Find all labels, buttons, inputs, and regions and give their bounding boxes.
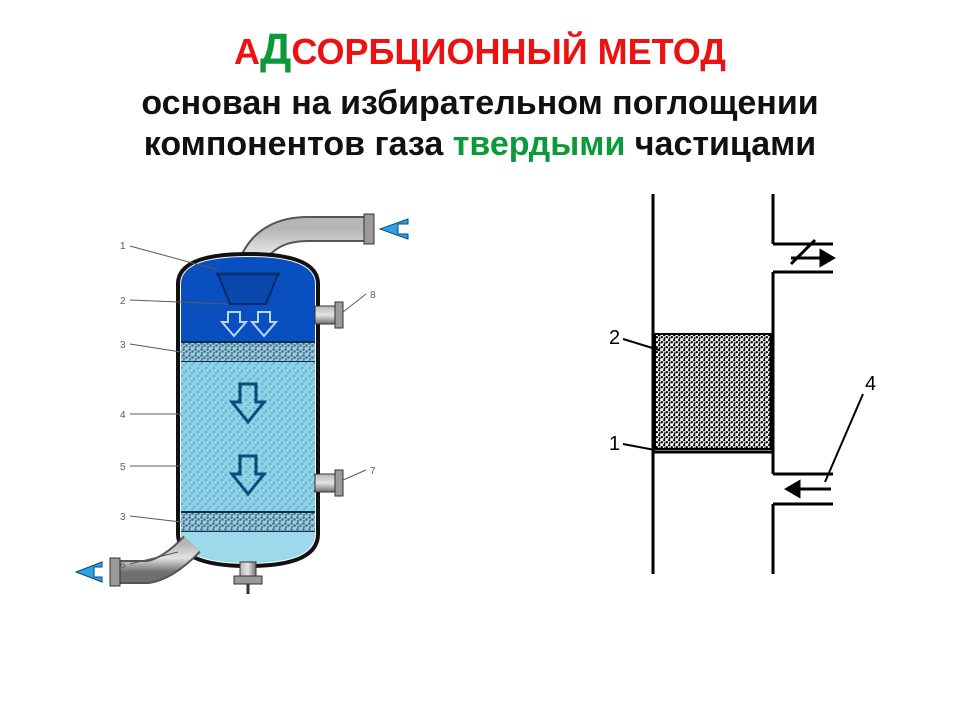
figure-2: 1 2 4 <box>563 174 893 614</box>
title-l3c: частицами <box>625 125 816 163</box>
callout-2: 2 <box>120 296 126 307</box>
side-nozzle-7 <box>315 470 343 496</box>
callout-8: 8 <box>370 290 376 301</box>
title-l3b: твердыми <box>453 125 626 163</box>
label-1: 1 <box>609 433 620 455</box>
title-line3: компонентов газа твердыми частицами <box>30 124 930 165</box>
label-2: 2 <box>609 327 620 349</box>
title-line1: АДСОРБЦИОННЫЙ МЕТОД <box>30 24 930 77</box>
title-l1-d: Д <box>260 25 291 74</box>
callout-7: 7 <box>370 466 376 477</box>
callout-3b: 3 <box>120 512 126 523</box>
title-l3a: компонентов газа <box>144 125 453 163</box>
adsorber-vessel-diagram: 1 2 3 4 5 3 6 7 8 <box>68 174 428 614</box>
label-4: 4 <box>865 373 876 395</box>
adsorber-schematic: 1 2 4 <box>563 174 893 594</box>
title-block: АДСОРБЦИОННЫЙ МЕТОД основан на избирател… <box>0 0 960 164</box>
outlet-pipe <box>76 544 192 586</box>
figures-row: 1 2 3 4 5 3 6 7 8 <box>0 174 960 614</box>
title-line2: основан на избирательном поглощении <box>30 83 930 124</box>
title-l1-b: СОРБЦИОННЫЙ МЕТОД <box>291 31 726 72</box>
side-nozzle-8 <box>315 302 343 328</box>
callout-3: 3 <box>120 340 126 351</box>
title-l1-a: А <box>234 31 260 72</box>
callout-5: 5 <box>120 462 126 473</box>
callout-4: 4 <box>120 410 126 421</box>
packed-bed <box>655 334 771 449</box>
vessel-body <box>178 254 343 594</box>
callout-1: 1 <box>120 241 126 252</box>
inlet-arrow-icon <box>787 482 831 496</box>
figure-1: 1 2 3 4 5 3 6 7 8 <box>68 174 428 614</box>
callout-6: 6 <box>120 560 126 571</box>
